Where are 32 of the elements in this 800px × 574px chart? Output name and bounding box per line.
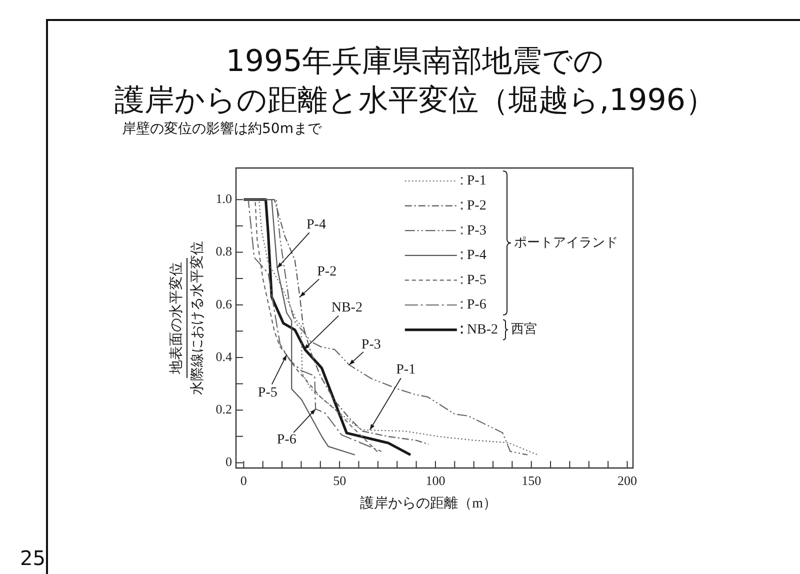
annotation: P-5: [258, 386, 278, 401]
legend-label: P-1: [466, 174, 486, 189]
annotation: NB-2: [331, 300, 362, 316]
annotation: P-6: [276, 432, 296, 448]
legend-label: P-2: [466, 198, 486, 214]
legend-label: P-5: [466, 272, 486, 288]
y-tick-label: 0: [226, 454, 232, 470]
x-tick-label: 150: [522, 473, 542, 488]
annotation: P-3: [361, 338, 381, 353]
chart-subtitle: 岸壁の変位の影響は約50mまで: [122, 120, 322, 138]
legend-label: P-3: [466, 223, 486, 238]
annotation: ポートアイランド: [514, 234, 618, 250]
annotation: 西宮: [511, 321, 537, 336]
y-tick-label: 1.0: [216, 191, 232, 206]
y-tick-label: 0.8: [216, 244, 232, 259]
x-tick-label: 50: [333, 473, 346, 488]
text: 25: [20, 546, 46, 570]
y-tick-label: 0.6: [216, 296, 232, 312]
legend-label: P-4: [466, 248, 486, 264]
x-tick-label: 0: [240, 473, 247, 488]
annotation: P-1: [396, 362, 416, 378]
y-tick-label: 0.4: [216, 348, 232, 364]
x-axis-title: 護岸からの距離（m）: [360, 496, 497, 512]
annotation: P-2: [317, 264, 337, 280]
legend-label: P-6: [466, 298, 486, 313]
y-tick-label: 0.2: [216, 402, 232, 417]
x-tick-label: 100: [426, 473, 446, 488]
y-axis-title: 地表面の水平変位水際線における水平変位: [168, 241, 206, 395]
x-tick-label: 200: [617, 473, 637, 488]
legend-label: NB-2: [466, 322, 498, 338]
chart-title: 1995年兵庫県南部地震での護岸からの距離と水平変位（堀越ら,1996）: [114, 43, 716, 120]
annotation: P-4: [306, 218, 326, 233]
